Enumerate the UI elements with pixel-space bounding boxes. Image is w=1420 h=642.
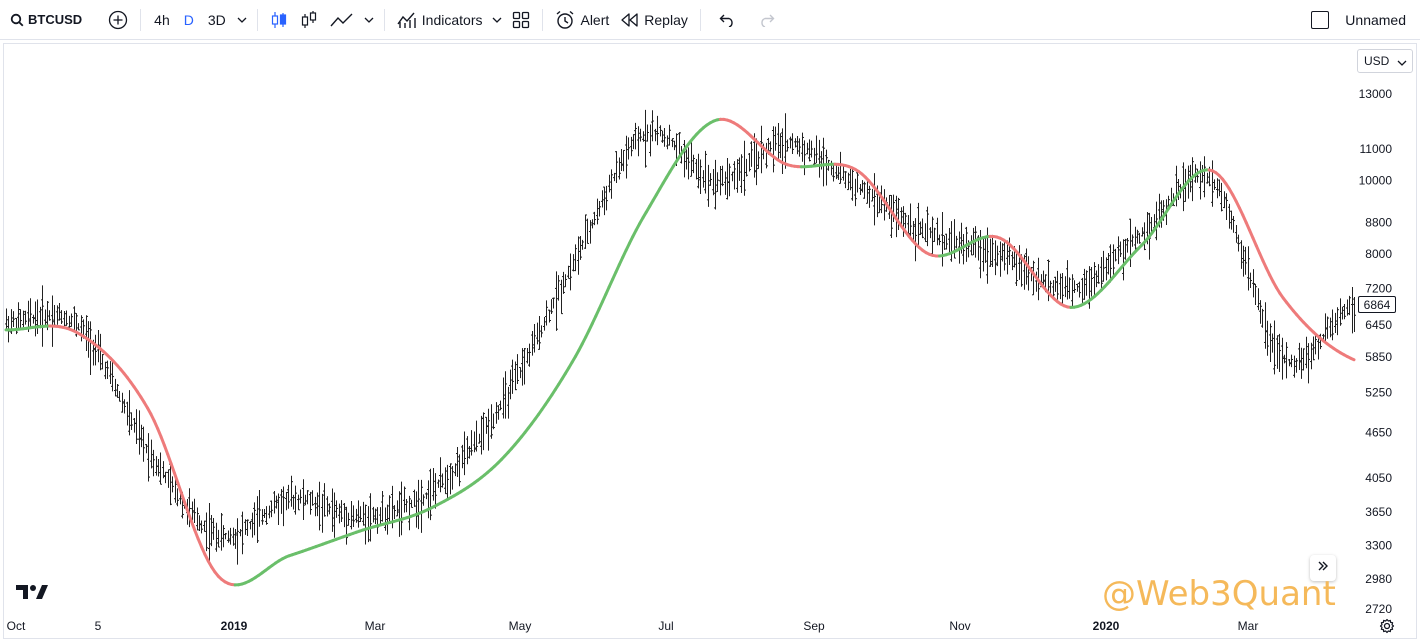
price-tick-label: 8000: [1365, 247, 1392, 261]
compare-button[interactable]: [88, 0, 134, 40]
price-tick-label: 8800: [1365, 215, 1392, 229]
price-tick-label: 2980: [1365, 572, 1392, 586]
layout-square-icon: [1311, 10, 1330, 29]
price-tick-label: 3300: [1365, 538, 1392, 552]
candles-icon: [270, 10, 288, 30]
layout-button[interactable]: Unnamed: [1305, 0, 1420, 40]
separator: [542, 8, 544, 31]
price-tick-label: 4650: [1365, 426, 1392, 440]
separator: [140, 8, 142, 31]
price-tick-label: 2720: [1365, 602, 1392, 616]
candles-style-button[interactable]: [294, 0, 324, 40]
watermark-text: @Web3Quant: [1102, 574, 1336, 614]
ma-line-segment: [183, 500, 190, 514]
time-tick-label: Jul: [658, 619, 673, 633]
alert-button[interactable]: Alert: [549, 0, 615, 40]
chevron-down-icon: [364, 17, 374, 23]
symbol-search[interactable]: BTCUSD: [0, 0, 88, 40]
alert-label: Alert: [580, 11, 610, 28]
currency-select[interactable]: USD: [1357, 49, 1413, 73]
indicators-label: Indicators: [421, 11, 483, 28]
undo-icon: [719, 13, 735, 27]
line-style-button[interactable]: [324, 0, 360, 40]
top-toolbar: BTCUSD 4h D 3D Indic: [0, 0, 1420, 40]
search-icon: [10, 13, 28, 27]
chart-pane[interactable]: 13000 11000 10000 8800 8000 7200 6450 5850 5250 4…: [3, 43, 1417, 639]
ma-line-segment: [162, 443, 170, 456]
time-tick-label: Nov: [949, 619, 970, 633]
scroll-to-realtime-button[interactable]: [1310, 555, 1336, 581]
chevron-down-icon: [492, 17, 502, 23]
indicators-dropdown[interactable]: [488, 0, 506, 40]
price-tick-label: 4050: [1365, 471, 1392, 485]
line-chart-icon: [330, 12, 354, 28]
replay-label: Replay: [644, 11, 688, 28]
price-tick-label: 10000: [1359, 173, 1393, 187]
time-tick-label: Mar: [1238, 619, 1259, 633]
interval-3d[interactable]: 3D: [207, 11, 226, 28]
price-tick-label: 13000: [1359, 87, 1393, 101]
plus-circle-icon: [108, 10, 128, 30]
ma-line-segment: [186, 510, 193, 523]
currency-label: USD: [1364, 54, 1390, 68]
chart-style-dropdown[interactable]: [360, 0, 378, 40]
price-tick-label: 6450: [1365, 318, 1392, 332]
symbol-label: BTCUSD: [28, 12, 83, 27]
ma-line-segment: [179, 491, 187, 504]
ma-line-segment: [189, 519, 197, 532]
separator: [699, 8, 701, 31]
ma-line-segment: [173, 471, 180, 485]
last-price-label: 6864: [1358, 296, 1396, 313]
bars-style-button[interactable]: [264, 0, 294, 40]
interval-4h[interactable]: 4h: [154, 11, 170, 28]
candle-icon: [300, 10, 318, 30]
price-tick-label: 11000: [1360, 142, 1393, 156]
ma-line-segment: [159, 435, 166, 447]
price-chart[interactable]: 13000 11000 10000 8800 8000 7200 6450 5850 5250 4…: [4, 44, 1416, 638]
alarm-clock-icon: [555, 10, 575, 30]
separator: [383, 8, 385, 31]
redo-button[interactable]: [747, 0, 787, 40]
chevron-down-icon: [237, 17, 247, 23]
time-tick-label: 2019: [221, 619, 248, 633]
price-tick-label: 7200: [1365, 282, 1392, 296]
price-tick-label: 5250: [1365, 386, 1392, 400]
time-tick-label: Mar: [365, 619, 386, 633]
separator: [256, 8, 258, 31]
indicators-icon: [397, 11, 417, 29]
layout-name: Unnamed: [1345, 11, 1406, 28]
time-tick-label: May: [509, 619, 532, 633]
ma-line-segment: [1349, 356, 1356, 362]
price-tick-label: 5850: [1365, 350, 1392, 364]
ma-line-segment: [169, 462, 176, 475]
time-tick-label: 2020: [1093, 619, 1120, 633]
indicators-button[interactable]: Indicators: [391, 0, 489, 40]
interval-dropdown[interactable]: [233, 0, 251, 40]
redo-icon: [759, 13, 775, 27]
interval-d[interactable]: D: [183, 11, 194, 28]
rewind-icon: [621, 12, 639, 27]
templates-button[interactable]: [506, 0, 536, 40]
ma-line-segment: [176, 481, 183, 495]
double-chevron-right-icon: [1317, 559, 1329, 577]
undo-button[interactable]: [707, 0, 747, 40]
grid-icon: [512, 11, 530, 29]
tradingview-logo-icon[interactable]: [14, 582, 50, 607]
chevron-down-icon: [1397, 55, 1407, 69]
replay-button[interactable]: Replay: [615, 0, 694, 40]
time-tick-label: Oct: [7, 619, 26, 633]
settings-gear-icon[interactable]: [1379, 618, 1395, 639]
time-tick-label: Sep: [803, 619, 825, 633]
ma-line-segment: [166, 452, 173, 466]
price-tick-label: 3650: [1365, 505, 1392, 519]
ma-line-segment: [193, 528, 200, 541]
time-tick-label: 5: [95, 619, 102, 633]
